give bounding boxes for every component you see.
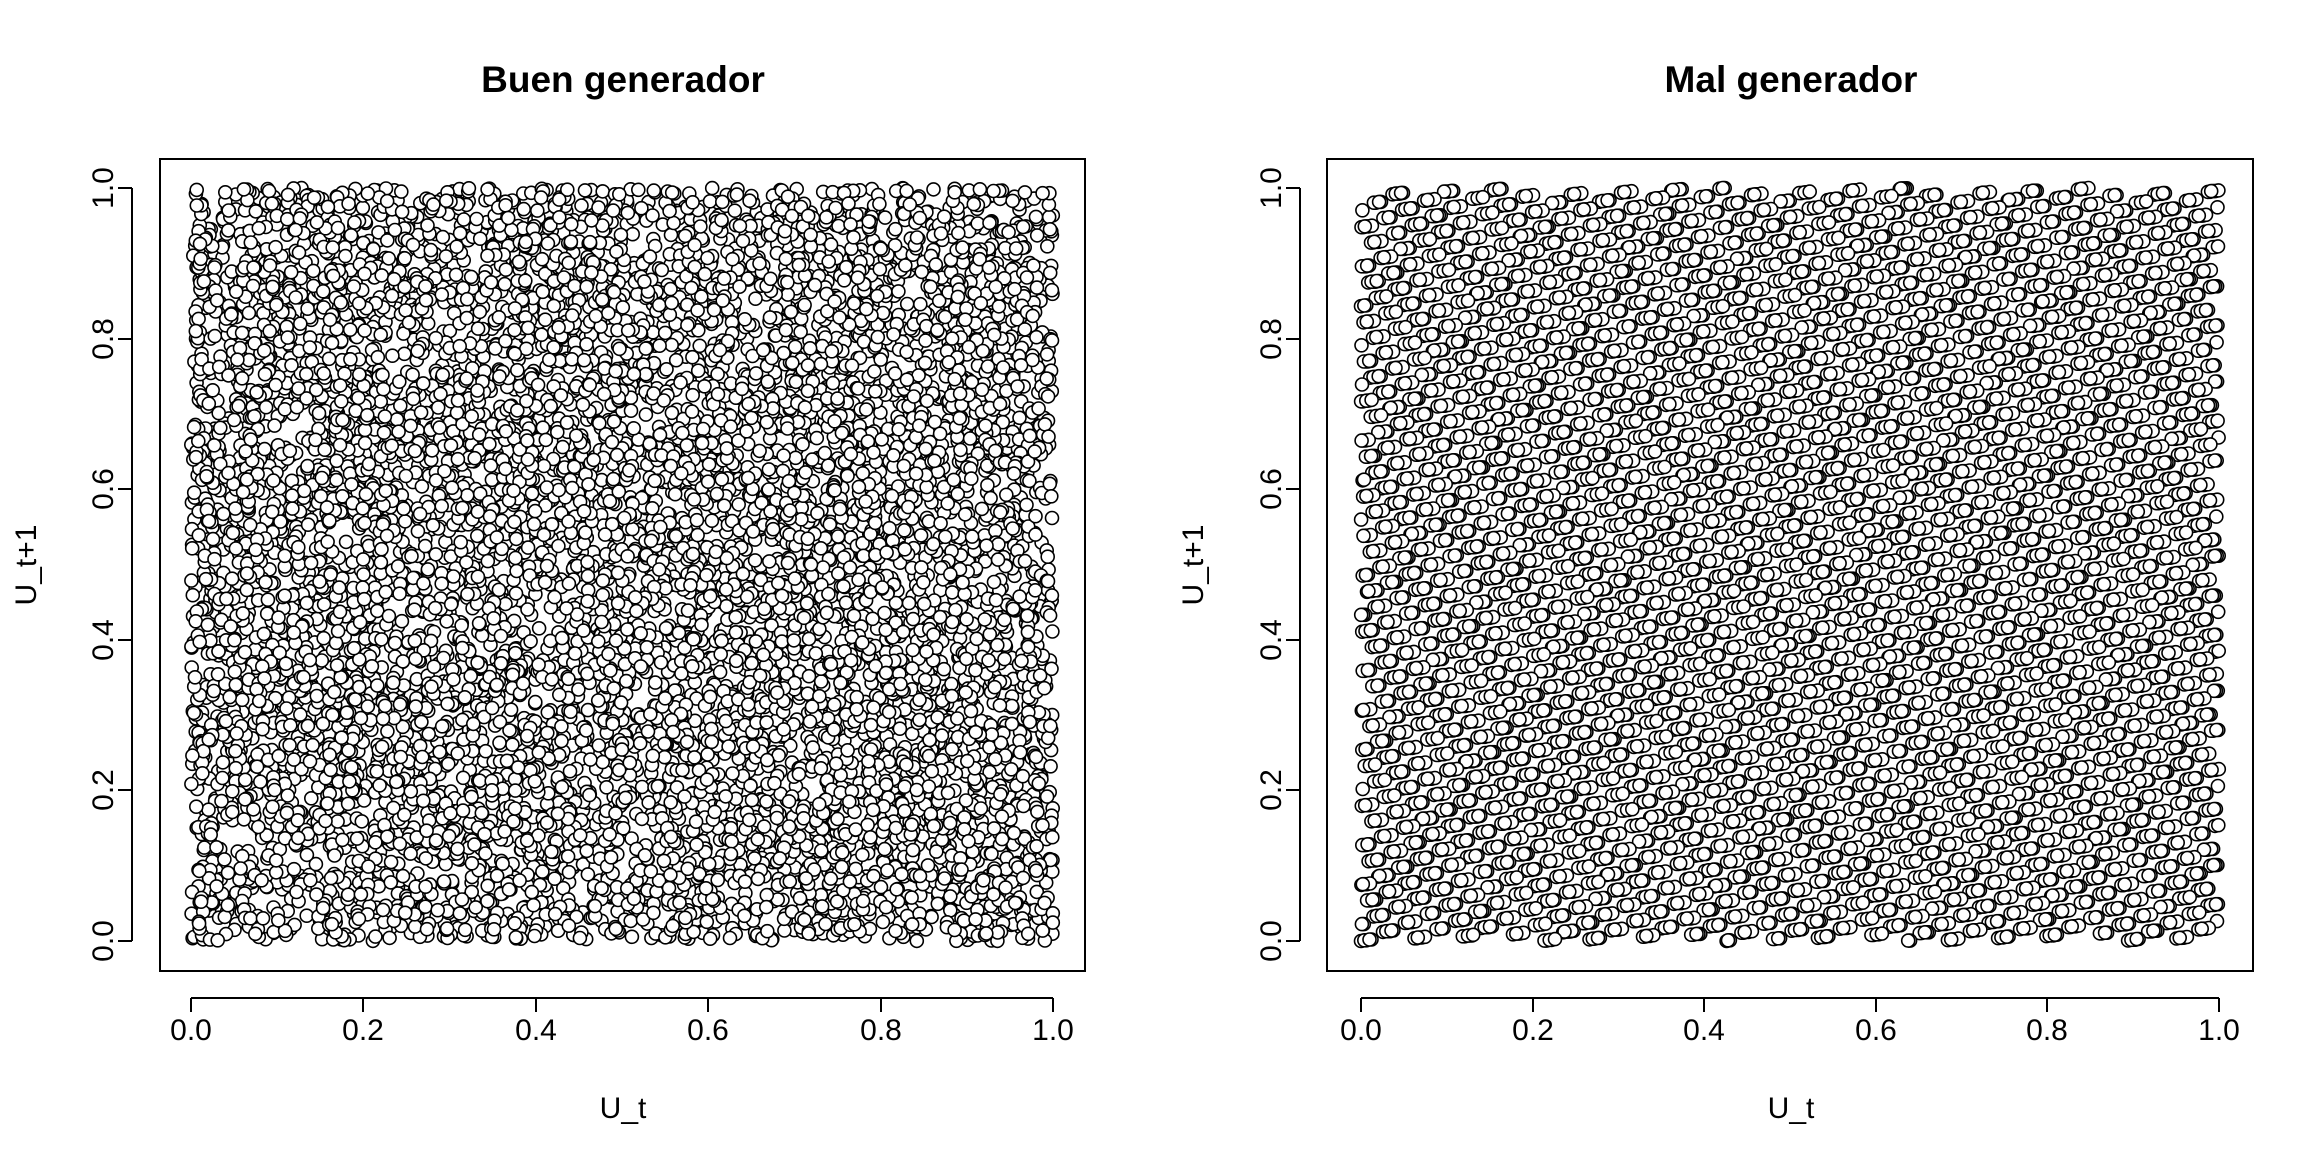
data-point xyxy=(788,450,803,466)
data-point xyxy=(1040,549,1055,565)
data-point xyxy=(498,262,514,278)
data-point xyxy=(531,620,547,636)
data-point xyxy=(692,338,708,354)
data-point xyxy=(385,348,400,364)
data-point xyxy=(918,333,933,348)
data-point xyxy=(1044,510,1060,526)
data-point xyxy=(217,909,233,925)
data-point xyxy=(700,250,715,266)
data-point xyxy=(1039,789,1055,804)
data-point xyxy=(942,902,958,918)
data-point xyxy=(899,296,915,312)
data-point xyxy=(407,602,422,618)
data-point xyxy=(397,346,412,362)
data-point xyxy=(185,587,201,603)
data-point xyxy=(921,514,937,529)
data-point xyxy=(355,200,371,216)
data-point xyxy=(472,304,488,320)
data-point xyxy=(685,387,701,403)
data-point xyxy=(277,401,293,417)
data-point xyxy=(516,201,532,217)
data-point xyxy=(373,394,389,409)
data-point xyxy=(396,501,411,517)
data-point xyxy=(877,210,893,225)
data-point xyxy=(680,603,696,618)
data-point xyxy=(630,182,646,198)
data-point xyxy=(407,919,423,934)
data-point xyxy=(220,865,236,881)
data-point xyxy=(904,890,919,905)
data-point xyxy=(972,182,988,197)
chart-title: Buen generador xyxy=(481,59,765,100)
data-point xyxy=(389,412,405,427)
data-point xyxy=(1044,282,1060,298)
data-point xyxy=(420,316,436,331)
data-point xyxy=(495,856,510,872)
data-point xyxy=(974,501,990,517)
data-point xyxy=(1029,228,1045,243)
data-point xyxy=(268,239,283,255)
data-point xyxy=(455,770,471,786)
data-point xyxy=(574,198,589,213)
data-point xyxy=(1039,347,1055,362)
chart-panel-1: Buen generador 0.0 0.2 0.4 0.6 0.8 1.0 U… xyxy=(10,59,1086,1125)
data-point xyxy=(580,702,596,718)
data-point xyxy=(248,204,264,219)
data-point xyxy=(461,181,477,196)
data-point xyxy=(369,764,385,779)
data-point xyxy=(347,215,362,230)
data-point xyxy=(397,514,413,529)
data-point xyxy=(457,689,473,705)
data-point xyxy=(377,409,393,424)
data-point xyxy=(1044,588,1060,603)
data-point xyxy=(647,675,663,690)
data-point xyxy=(524,486,540,501)
data-point xyxy=(540,236,556,251)
scatter-points xyxy=(184,180,1061,949)
data-point xyxy=(526,516,542,532)
data-point xyxy=(991,299,1007,314)
data-point xyxy=(1045,624,1060,639)
data-point xyxy=(797,297,812,313)
data-point xyxy=(944,585,960,600)
data-point xyxy=(624,929,640,945)
